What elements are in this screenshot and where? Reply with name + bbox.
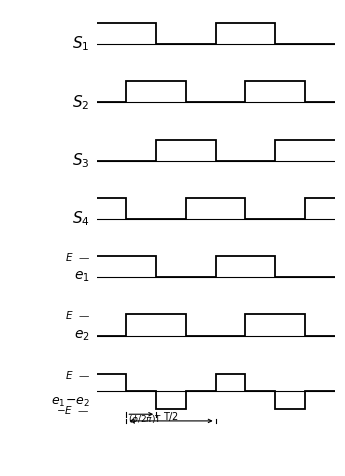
Text: $(\phi/2\pi)\mathrm{T}$: $(\phi/2\pi)\mathrm{T}$ xyxy=(128,412,162,425)
Text: $E$  —: $E$ — xyxy=(65,368,90,380)
Text: $S_2$: $S_2$ xyxy=(72,93,90,111)
Text: $-E$  —: $-E$ — xyxy=(56,403,90,415)
Text: $E$  —: $E$ — xyxy=(65,251,90,263)
Text: $E$  —: $E$ — xyxy=(65,309,90,321)
Text: $e_2$: $e_2$ xyxy=(74,327,90,342)
Text: $e_1\!-\!e_2$: $e_1\!-\!e_2$ xyxy=(50,395,90,407)
Text: $S_1$: $S_1$ xyxy=(72,35,90,53)
Text: $S_3$: $S_3$ xyxy=(72,151,90,169)
Text: $S_4$: $S_4$ xyxy=(72,209,90,228)
Text: $e_1$: $e_1$ xyxy=(74,269,90,284)
Text: $\mathrm{T/2}$: $\mathrm{T/2}$ xyxy=(163,409,179,422)
